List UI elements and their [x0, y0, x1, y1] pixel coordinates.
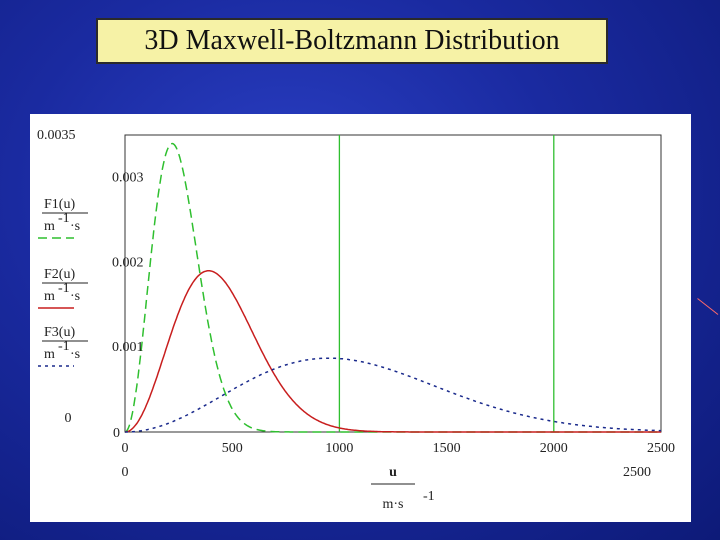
x-tick-label-500: 500: [222, 441, 243, 456]
x-tick-label-2500: 2500: [647, 441, 675, 456]
x-tick-label-0: 0: [122, 441, 129, 456]
y-tick-label-0: 0: [113, 426, 120, 441]
ylabel-denominator-base-2: m: [44, 289, 55, 304]
x-tick-label-2000: 2000: [540, 441, 568, 456]
x-tick-label-1500: 1500: [433, 441, 461, 456]
y-tick-label-0.002: 0.002: [112, 255, 144, 270]
series-curve-1: [124, 142, 661, 433]
xlabel-denominator-base: m·s: [383, 497, 404, 512]
ylabel-numerator-2: F2(u): [44, 267, 75, 282]
y-tick-label-0.001: 0.001: [112, 340, 144, 355]
decorative-line: [697, 298, 719, 315]
x-range-max-label: 2500: [623, 465, 651, 480]
x-tick-label-1000: 1000: [325, 441, 353, 456]
x-range-min-label: 0: [122, 465, 129, 480]
xlabel-exponent: -1: [423, 489, 435, 504]
xlabel-numerator: u: [389, 465, 397, 480]
ylabel-exponent-3: -1: [58, 339, 70, 354]
series-curve-3: [125, 357, 661, 433]
y-tick-label-0.003: 0.003: [112, 170, 144, 185]
y-min-label: 0: [65, 411, 72, 426]
ylabel-numerator-1: F1(u): [44, 197, 75, 212]
maxwell-boltzmann-chart: 0 500 1000 1500 2000 2500 0 2500 0.0035 0.003 0.00…: [37, 128, 675, 512]
series-curve-2: [124, 270, 661, 433]
ylabel-denominator-tail-2: ·s: [70, 289, 80, 304]
ylabel-numerator-3: F3(u): [44, 325, 75, 340]
ylabel-denominator-tail-1: ·s: [70, 219, 80, 234]
y-tick-label-0.0035: 0.0035: [37, 128, 76, 143]
ylabel-exponent-2: -1: [58, 281, 70, 296]
chart-panel: 0 500 1000 1500 2000 2500 0 2500 0.0035 0.003 0.00…: [30, 114, 691, 522]
plot-frame: [124, 134, 662, 433]
ylabel-exponent-1: -1: [58, 211, 70, 226]
ylabel-denominator-tail-3: ·s: [70, 347, 80, 362]
slide-title: 3D Maxwell-Boltzmann Distribution: [96, 18, 608, 64]
ylabel-denominator-base-1: m: [44, 219, 55, 234]
ylabel-denominator-base-3: m: [44, 347, 55, 362]
